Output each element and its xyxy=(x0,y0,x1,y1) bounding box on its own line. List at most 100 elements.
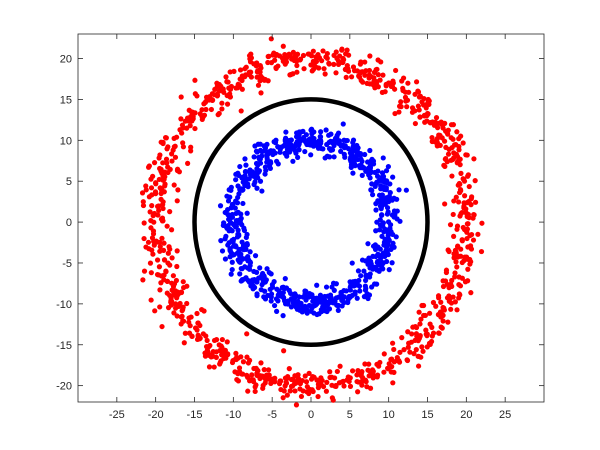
data-point xyxy=(164,290,170,296)
data-point xyxy=(288,376,295,383)
data-point xyxy=(222,256,229,262)
data-point xyxy=(456,274,462,280)
data-point xyxy=(248,283,254,289)
data-point xyxy=(373,207,379,213)
data-point xyxy=(322,155,328,161)
data-point xyxy=(180,140,186,146)
data-point xyxy=(267,159,274,165)
data-point xyxy=(472,178,478,184)
data-point xyxy=(445,319,451,325)
data-point xyxy=(259,188,265,194)
data-point xyxy=(383,83,389,89)
x-tick-label: 0 xyxy=(308,409,314,421)
data-point xyxy=(374,219,380,225)
data-point xyxy=(384,249,390,255)
data-point xyxy=(159,235,165,241)
data-point xyxy=(149,203,155,209)
data-point xyxy=(379,212,385,218)
data-point xyxy=(287,72,293,78)
data-point xyxy=(228,205,234,211)
data-point xyxy=(160,247,167,253)
series-outer-ring xyxy=(139,36,485,408)
data-point xyxy=(379,252,385,258)
data-point xyxy=(322,293,328,300)
data-point xyxy=(385,163,391,170)
data-point xyxy=(141,268,148,274)
data-point xyxy=(302,373,308,379)
data-point xyxy=(332,298,338,305)
data-point xyxy=(252,384,258,390)
data-point xyxy=(365,241,371,247)
data-point xyxy=(345,296,351,302)
data-point xyxy=(451,255,457,261)
data-point xyxy=(352,289,358,295)
data-point xyxy=(290,158,296,164)
data-point xyxy=(380,155,386,161)
data-point xyxy=(209,97,215,103)
data-point xyxy=(252,253,259,259)
data-point xyxy=(363,168,369,174)
data-point xyxy=(347,287,353,293)
data-point xyxy=(378,59,384,65)
data-point xyxy=(457,283,464,289)
data-point xyxy=(173,134,180,140)
data-point xyxy=(444,159,450,165)
data-point xyxy=(156,155,162,161)
data-point xyxy=(269,148,275,154)
data-point xyxy=(265,59,271,66)
data-point xyxy=(232,205,238,211)
data-point xyxy=(365,259,371,265)
data-point xyxy=(302,290,308,297)
data-point xyxy=(157,304,163,310)
data-point xyxy=(374,374,380,380)
data-point xyxy=(266,372,272,378)
data-point xyxy=(463,152,469,158)
data-point xyxy=(147,260,154,266)
data-point xyxy=(417,114,423,120)
data-point xyxy=(201,101,207,107)
data-point xyxy=(165,260,171,266)
data-point xyxy=(456,136,462,142)
data-point xyxy=(201,308,207,314)
data-point xyxy=(313,295,320,301)
data-point xyxy=(392,110,398,117)
data-point xyxy=(339,379,345,385)
data-point xyxy=(245,388,251,394)
data-point xyxy=(268,60,275,66)
data-point xyxy=(465,172,471,178)
data-point xyxy=(367,147,373,154)
data-point xyxy=(429,134,435,141)
data-point xyxy=(219,100,225,106)
data-point xyxy=(262,164,268,170)
data-point xyxy=(178,314,184,320)
data-point xyxy=(163,135,169,141)
data-point xyxy=(417,93,423,99)
data-point xyxy=(411,351,417,357)
data-point xyxy=(237,163,243,170)
data-point xyxy=(238,278,244,284)
data-point xyxy=(229,266,235,273)
data-point xyxy=(229,359,236,366)
data-point xyxy=(391,244,397,250)
data-point xyxy=(367,271,373,277)
data-point xyxy=(141,235,147,242)
data-point xyxy=(231,236,237,242)
data-point xyxy=(273,296,280,302)
data-point xyxy=(442,201,448,207)
data-point xyxy=(380,72,386,78)
data-point xyxy=(367,265,373,271)
data-point xyxy=(465,266,471,272)
data-point xyxy=(306,390,312,397)
data-point xyxy=(366,292,373,298)
data-point xyxy=(262,76,268,83)
data-point xyxy=(457,187,464,193)
data-point xyxy=(226,240,232,246)
data-point xyxy=(435,125,441,131)
data-point xyxy=(217,203,224,209)
data-point xyxy=(241,247,247,253)
data-point xyxy=(217,359,223,366)
data-point xyxy=(271,302,278,309)
data-point xyxy=(440,318,446,324)
data-point xyxy=(374,173,381,179)
data-point xyxy=(179,130,185,136)
